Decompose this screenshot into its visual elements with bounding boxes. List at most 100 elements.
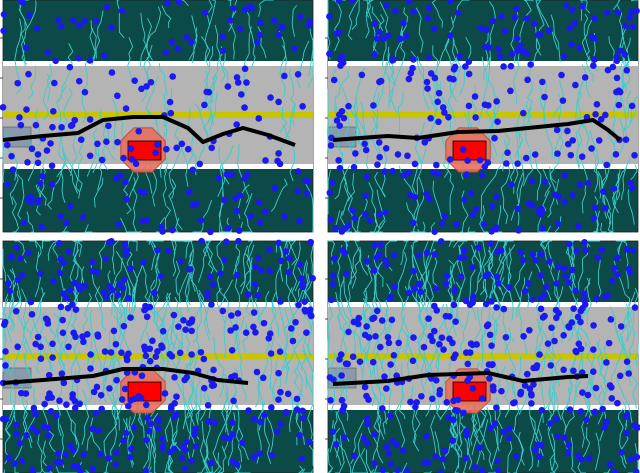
- agent: [561, 434, 568, 441]
- trajectory: [623, 291, 636, 343]
- agent: [469, 385, 477, 392]
- agent: [537, 272, 545, 279]
- agent: [615, 87, 623, 94]
- agent: [146, 357, 154, 365]
- agent: [589, 368, 597, 375]
- trajectory: [308, 38, 314, 77]
- agent: [44, 316, 51, 324]
- agent: [121, 241, 129, 249]
- trajectory: [158, 63, 168, 96]
- trajectory: [379, 1, 390, 36]
- agent: [437, 238, 445, 245]
- agent: [329, 280, 337, 288]
- agent: [575, 452, 582, 460]
- agent: [140, 258, 147, 266]
- agent: [399, 447, 407, 454]
- trajectory: [204, 0, 213, 68]
- trajectory: [32, 240, 42, 259]
- trajectory: [376, 414, 384, 464]
- agent: [235, 227, 243, 234]
- trajectory: [394, 384, 406, 448]
- agent: [382, 144, 390, 152]
- agent: [305, 438, 313, 446]
- agent: [423, 78, 431, 86]
- agent: [487, 424, 494, 432]
- agent: [19, 0, 27, 6]
- agent: [13, 421, 20, 429]
- agent: [292, 318, 299, 326]
- trajectory: [328, 470, 332, 473]
- agent: [7, 254, 14, 261]
- agent: [370, 102, 377, 109]
- agent: [390, 251, 398, 259]
- agent: [442, 280, 450, 288]
- agent: [241, 65, 249, 73]
- trajectory: [619, 25, 628, 71]
- trajectory: [17, 174, 25, 220]
- trajectory: [478, 419, 489, 460]
- agent: [569, 191, 577, 199]
- trajectory: [10, 382, 17, 424]
- agent: [307, 238, 315, 246]
- agent: [284, 390, 292, 398]
- agent: [377, 241, 385, 249]
- trajectory: [397, 91, 404, 137]
- agent: [114, 138, 121, 146]
- agent: [394, 466, 401, 473]
- agent: [523, 370, 531, 378]
- agent: [138, 372, 146, 380]
- agent: [410, 268, 417, 275]
- agent: [343, 270, 350, 278]
- agent: [603, 359, 610, 366]
- trajectory: [171, 429, 181, 451]
- trajectory: [528, 416, 536, 471]
- agent: [176, 349, 184, 357]
- agent: [465, 102, 473, 110]
- agent: [327, 397, 334, 404]
- agent: [271, 184, 279, 192]
- agent: [555, 193, 562, 201]
- agent: [220, 434, 228, 441]
- agent: [230, 397, 237, 405]
- agent: [255, 198, 263, 206]
- agent: [93, 268, 101, 276]
- agent: [119, 284, 127, 292]
- trajectory: [384, 62, 398, 113]
- agent: [463, 349, 470, 356]
- agent: [53, 459, 61, 466]
- agent: [417, 288, 424, 296]
- trajectory: [334, 165, 350, 200]
- agent: [441, 109, 448, 116]
- trajectory: [209, 0, 217, 25]
- agent: [208, 301, 215, 308]
- agent: [345, 102, 352, 110]
- agent: [105, 454, 112, 462]
- agent: [595, 137, 603, 144]
- agent: [591, 408, 599, 416]
- agent: [522, 154, 530, 162]
- agent: [122, 105, 130, 112]
- agent: [50, 277, 57, 285]
- agent: [37, 343, 44, 351]
- agent: [362, 146, 370, 154]
- agent: [67, 286, 74, 294]
- trajectory: [18, 0, 30, 29]
- trajectory: [190, 323, 200, 366]
- agent: [383, 261, 391, 268]
- agent: [629, 247, 637, 254]
- trajectory: [216, 287, 226, 324]
- agent: [143, 401, 150, 409]
- trajectory: [457, 422, 465, 458]
- agent: [27, 298, 35, 306]
- agent: [28, 198, 35, 206]
- agent: [364, 440, 371, 447]
- agent: [81, 282, 89, 290]
- trajectory: [271, 292, 280, 337]
- trajectory: [152, 270, 164, 332]
- agent: [493, 193, 501, 201]
- agent: [604, 292, 611, 299]
- agent: [421, 139, 429, 146]
- agent: [600, 188, 607, 195]
- agent: [447, 32, 454, 39]
- agent: [553, 280, 561, 287]
